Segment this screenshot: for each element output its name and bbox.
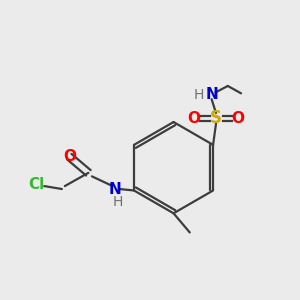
Text: H: H — [193, 88, 203, 102]
Text: S: S — [210, 109, 222, 127]
Text: H: H — [112, 195, 123, 209]
Text: Cl: Cl — [29, 177, 45, 192]
Text: O: O — [232, 111, 244, 126]
Text: O: O — [63, 149, 76, 164]
Text: N: N — [205, 87, 218, 102]
Text: O: O — [188, 111, 200, 126]
Text: N: N — [109, 182, 121, 196]
